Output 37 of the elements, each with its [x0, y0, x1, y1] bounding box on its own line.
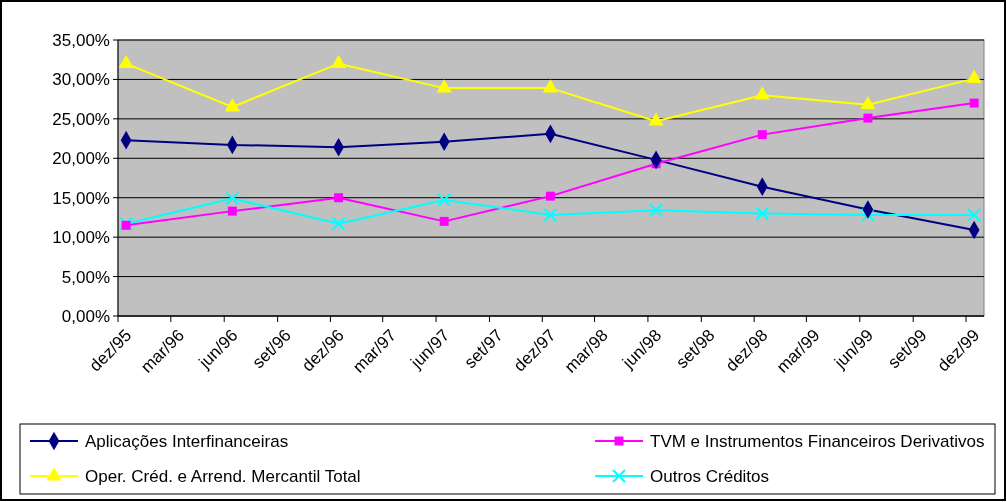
point: [225, 191, 240, 206]
point: [967, 208, 982, 223]
point: [334, 193, 344, 203]
y-tick-label: 15,00%: [52, 188, 110, 208]
point: [543, 208, 558, 223]
point: [860, 208, 875, 223]
y-tick-label: 30,00%: [52, 70, 110, 90]
point: [437, 193, 452, 208]
point: [860, 95, 876, 110]
point: [121, 220, 131, 230]
point: [754, 86, 770, 100]
point: [545, 191, 555, 201]
point: [330, 54, 347, 69]
point: [331, 216, 346, 231]
legend-label: TVM e Instrumentos Financeiros Derivativos: [650, 431, 985, 451]
point: [436, 79, 452, 93]
y-tick-label: 0,00%: [61, 306, 110, 326]
point: [969, 98, 979, 108]
y-tick-label: 35,00%: [52, 30, 110, 50]
point: [649, 203, 664, 218]
point: [757, 130, 767, 140]
point: [755, 206, 770, 221]
legend-label: Aplicações Interfinanceiras: [85, 431, 289, 451]
y-tick-label: 25,00%: [52, 109, 110, 129]
point: [224, 98, 240, 112]
point: [648, 112, 664, 126]
point: [863, 113, 873, 123]
point: [966, 69, 982, 84]
y-tick-label: 10,00%: [52, 228, 110, 248]
point: [118, 54, 134, 69]
point: [542, 79, 559, 93]
legend-label: Outros Créditos: [650, 466, 770, 486]
legend-label: Oper. Créd. e Arrend. Mercantil Total: [85, 466, 361, 486]
y-tick-label: 5,00%: [61, 267, 110, 287]
y-tick-label: 20,00%: [52, 149, 110, 169]
point: [227, 206, 237, 216]
point: [439, 216, 449, 226]
